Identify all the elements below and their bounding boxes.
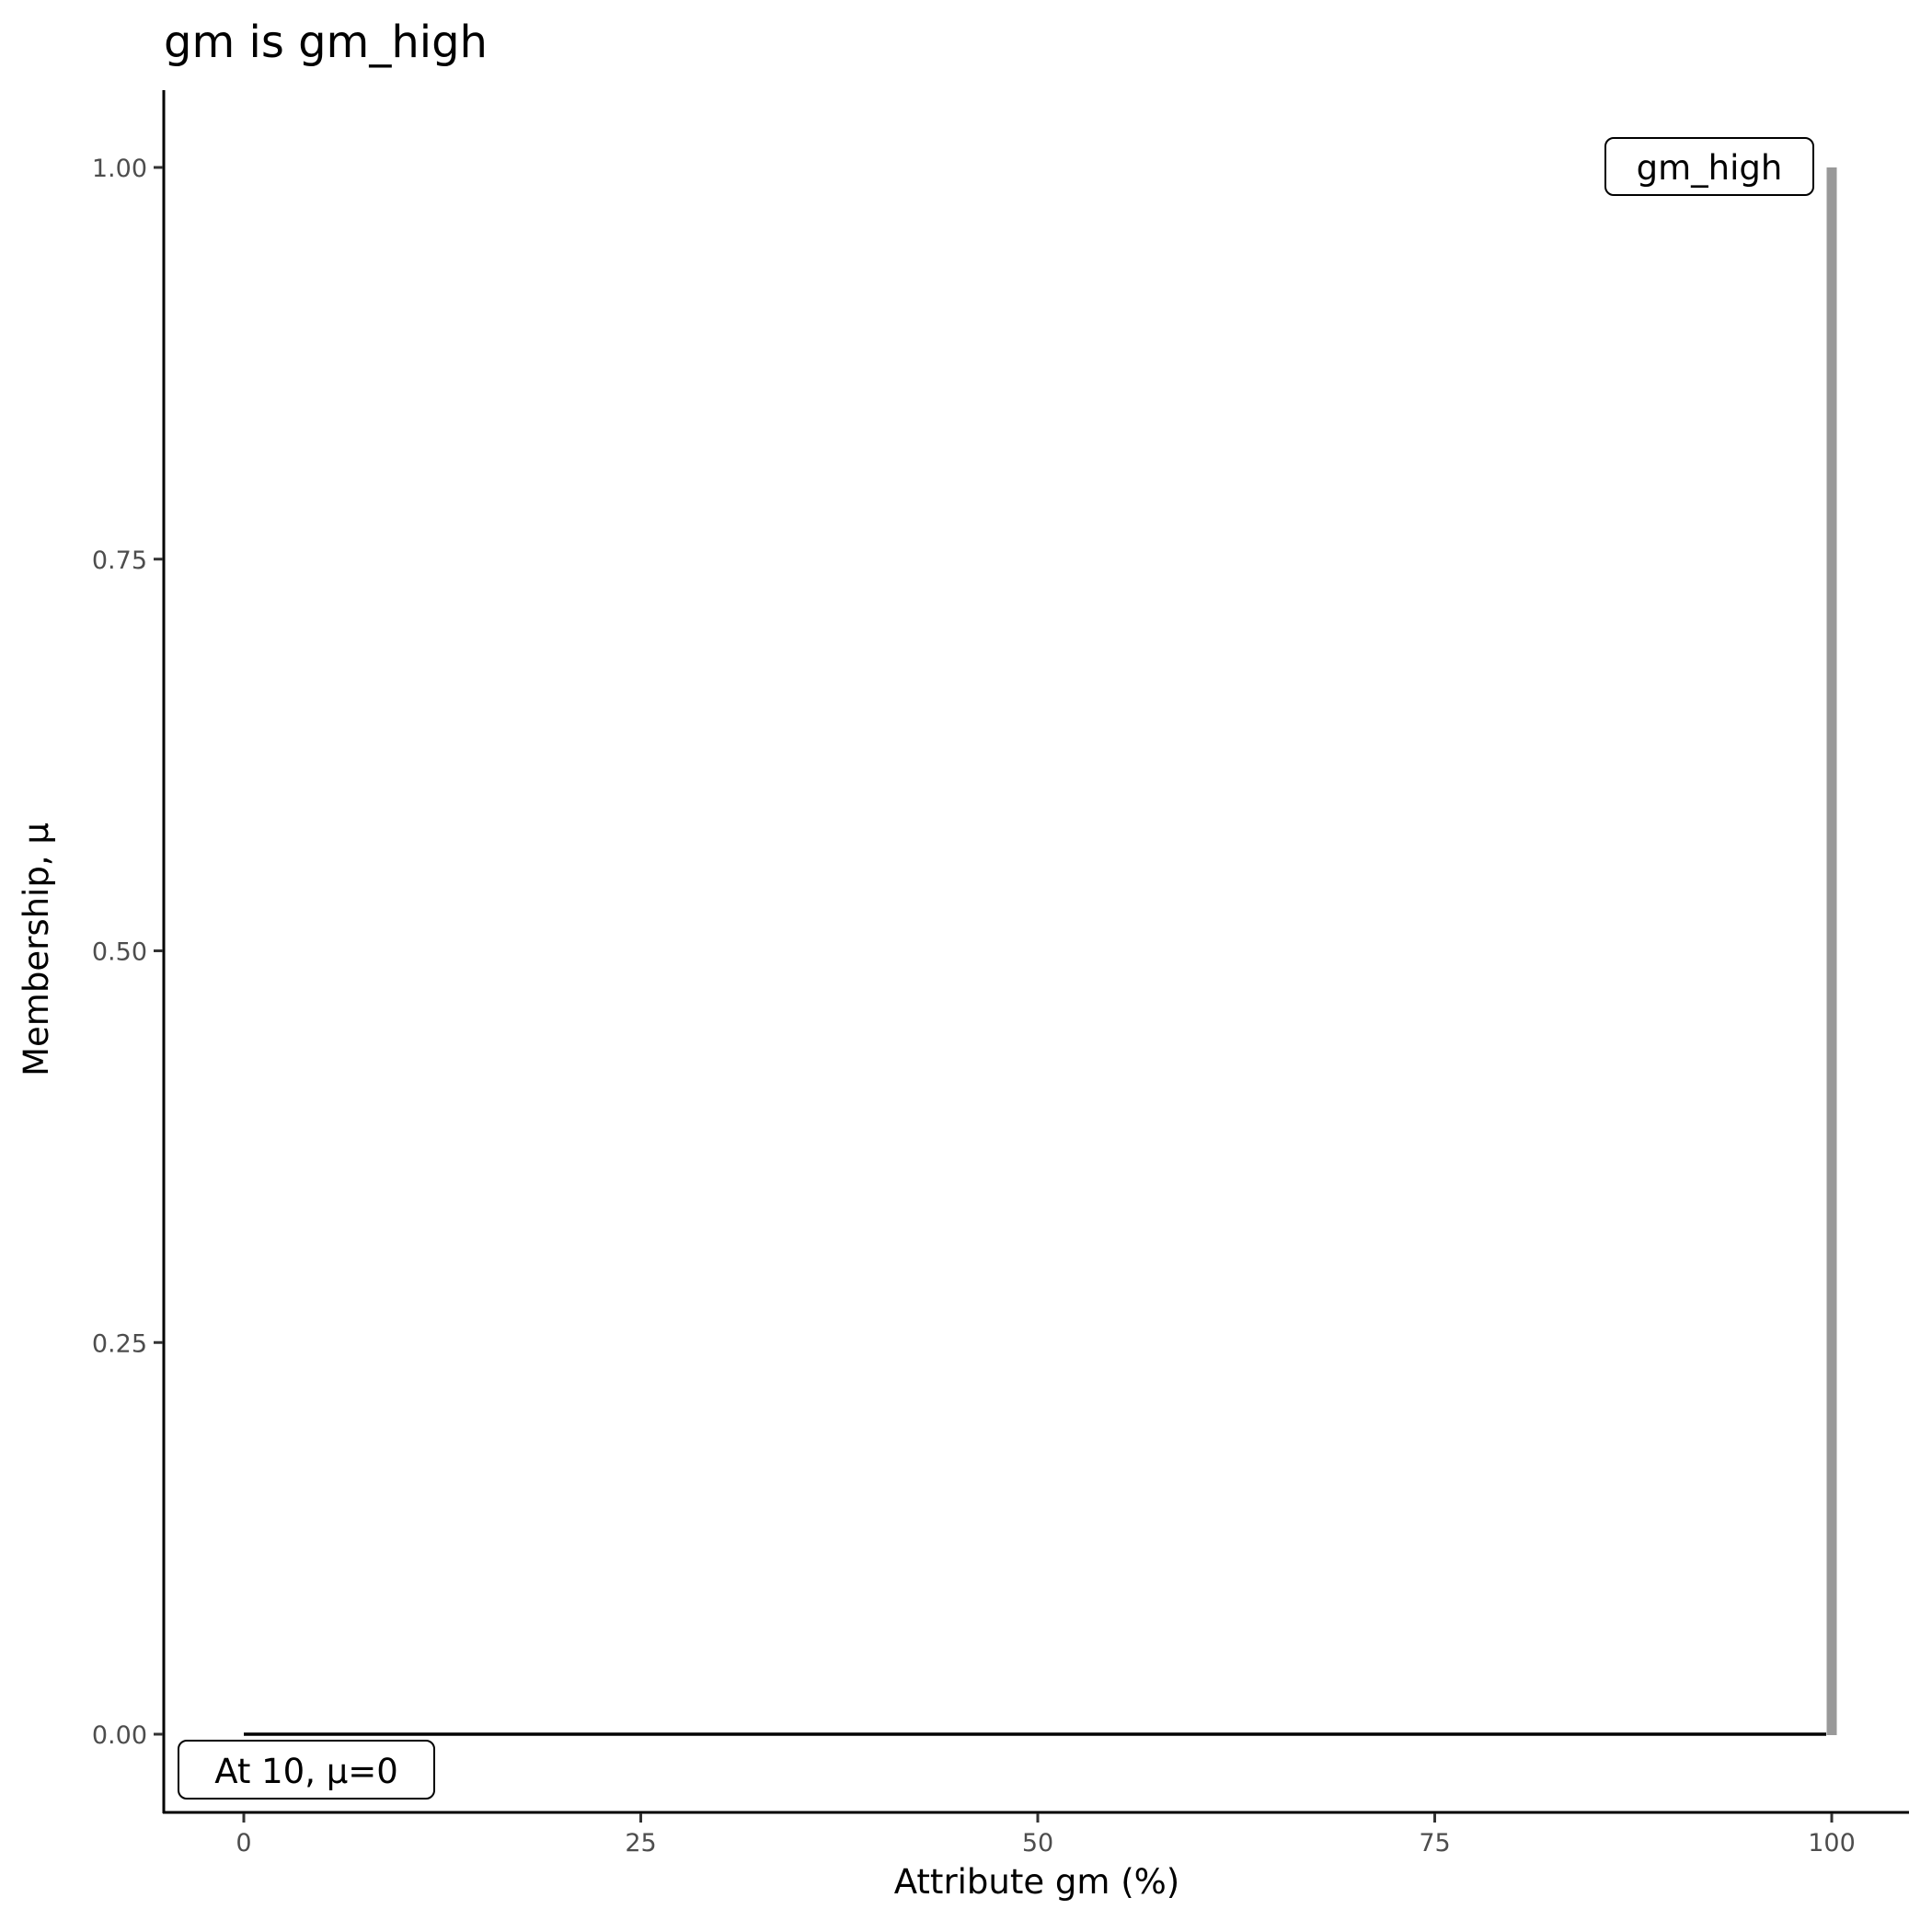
y-axis-title: Membership, μ [17,822,56,1076]
y-tick-label: 0.50 [92,938,147,967]
y-tick-label: 0.00 [92,1721,147,1750]
x-tick-label: 100 [1808,1829,1856,1857]
annotation-label: At 10, μ=0 [214,1752,398,1791]
y-tick-label: 0.25 [92,1329,147,1358]
x-axis-title: Attribute gm (%) [894,1862,1179,1902]
y-tick-label: 1.00 [92,155,147,183]
x-tick-label: 25 [625,1829,656,1857]
chart-title: gm is gm_high [164,17,488,68]
annotation-box [178,1740,435,1800]
annotation-box [1604,137,1814,196]
x-tick-label: 0 [236,1829,251,1857]
x-tick-label: 75 [1419,1829,1450,1857]
x-tick-label: 50 [1022,1829,1053,1857]
annotation-label: gm_high [1637,148,1783,188]
y-tick-label: 0.75 [92,546,147,575]
